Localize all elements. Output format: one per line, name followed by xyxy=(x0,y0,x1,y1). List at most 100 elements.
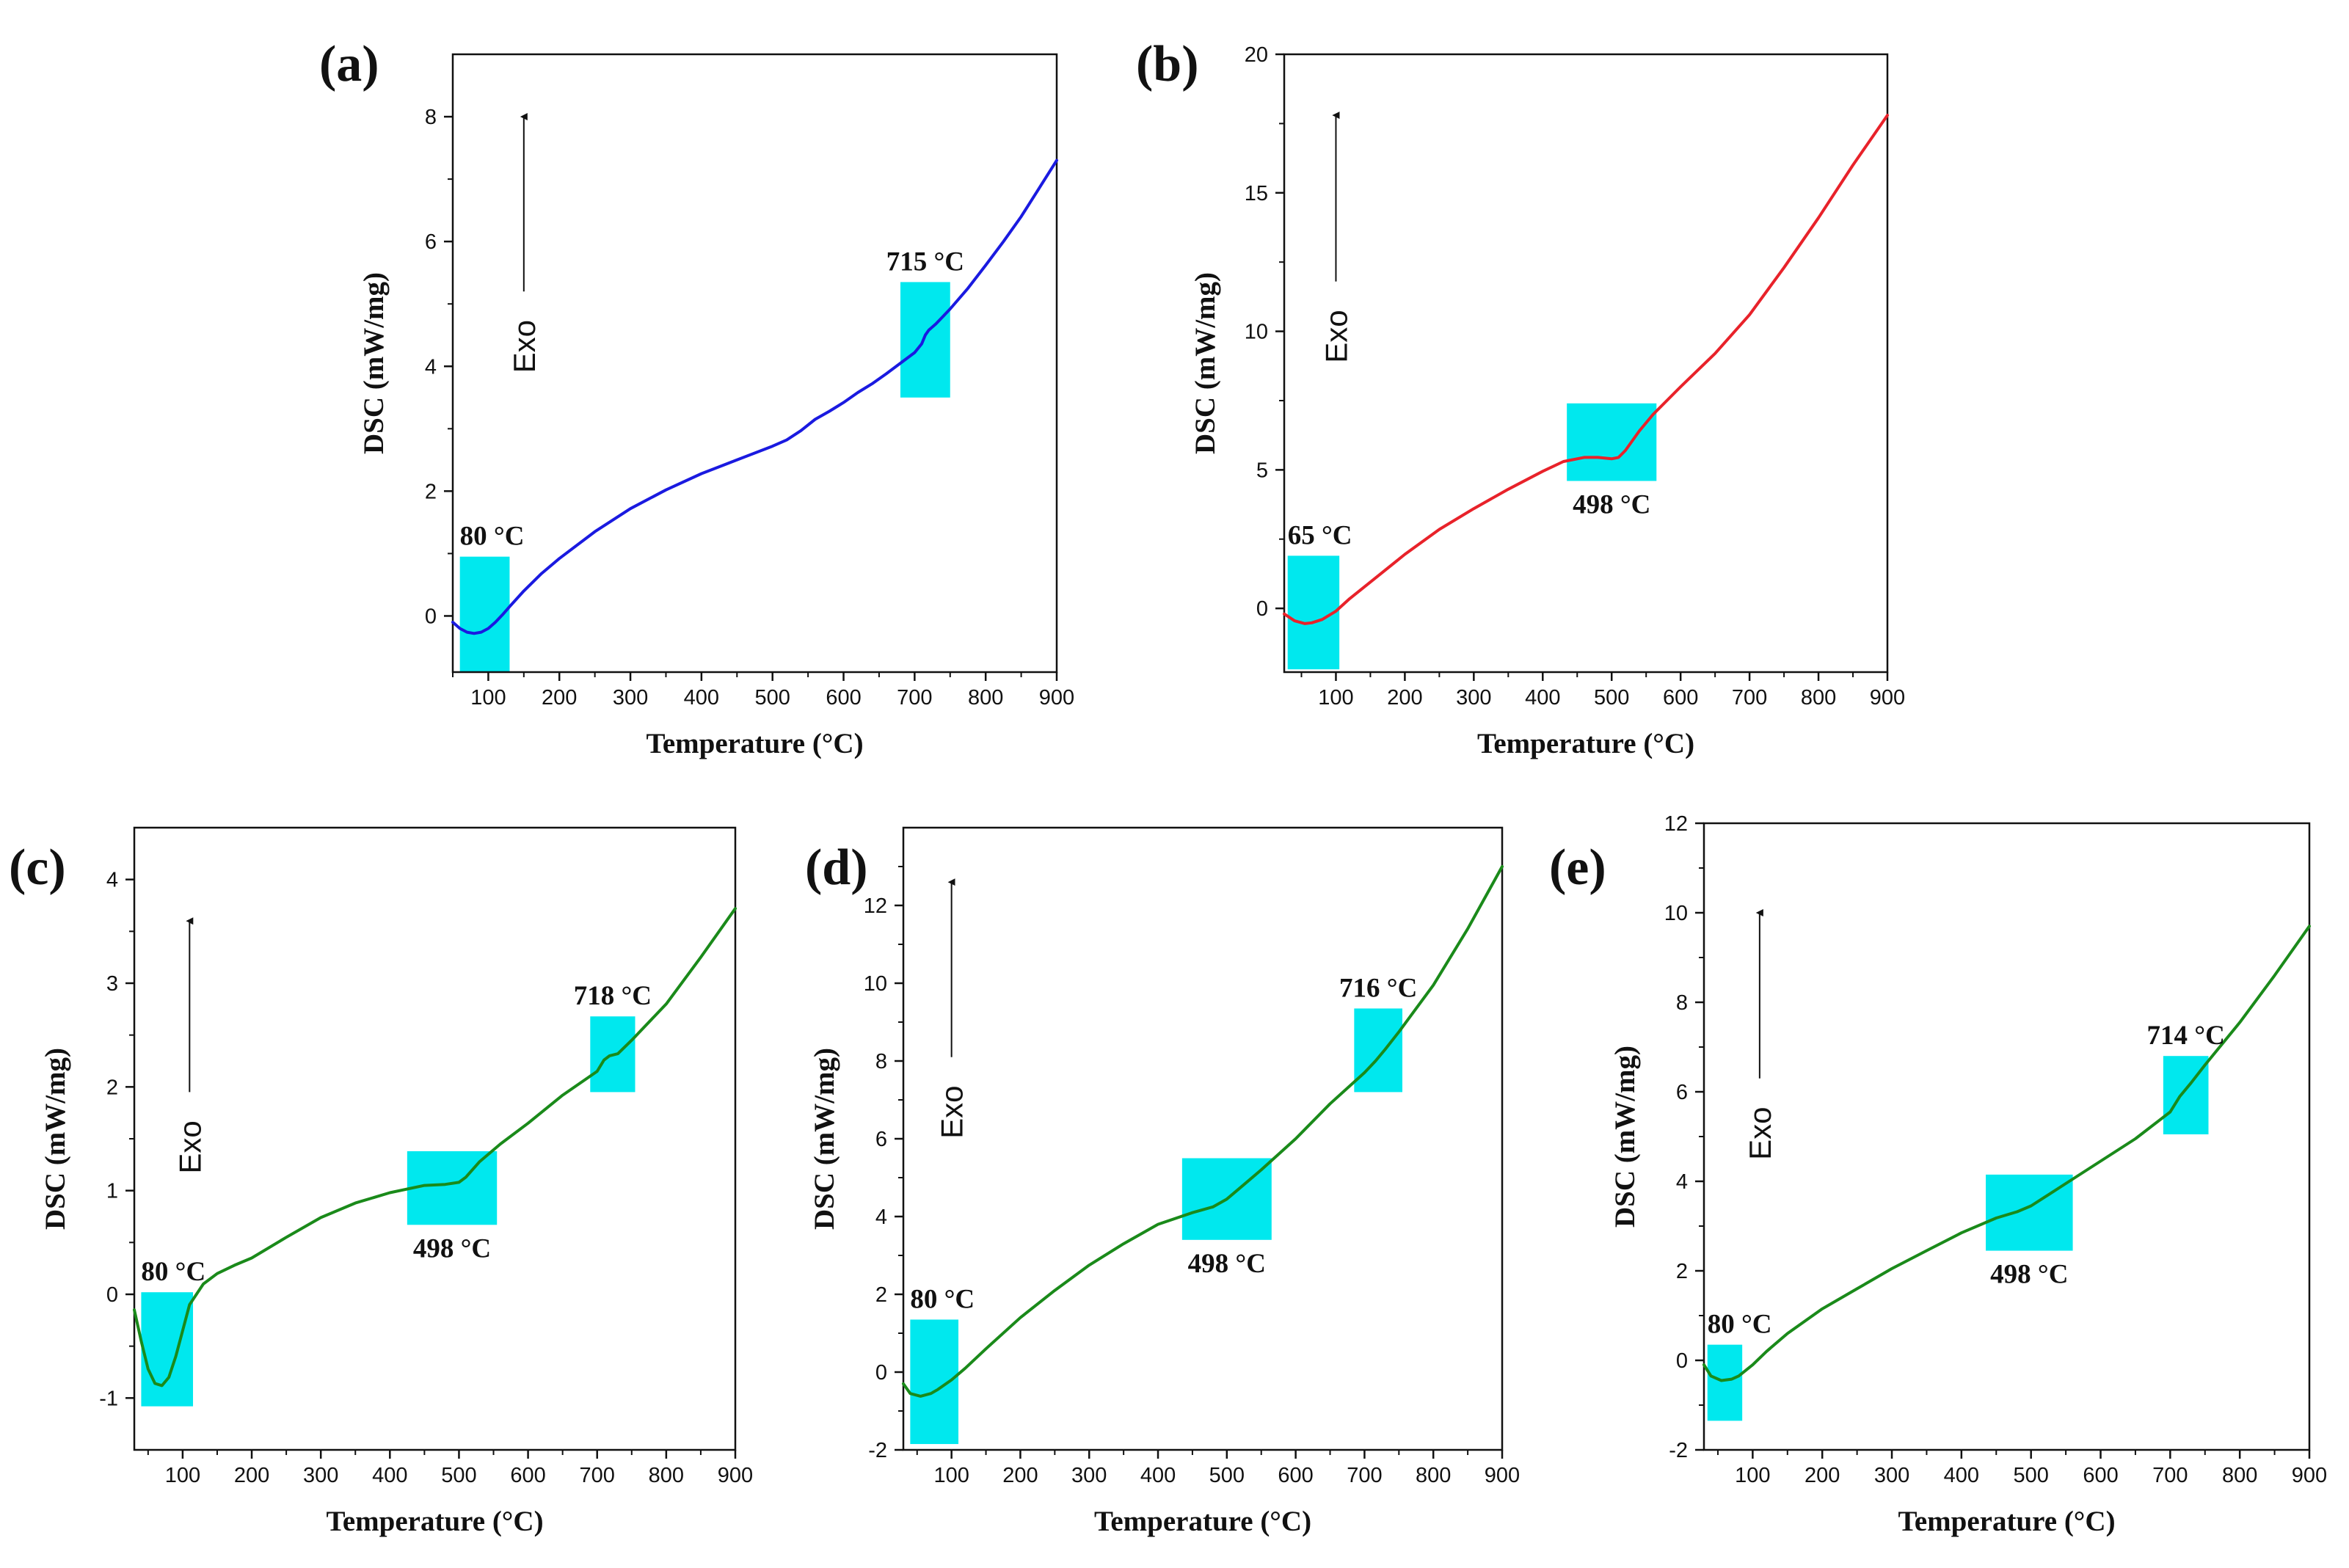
dsc-series-line xyxy=(1283,114,1889,625)
dsc-series-line xyxy=(1702,925,2311,1382)
peak-annotation-label: 718 °C xyxy=(574,981,652,1011)
peak-annotation-label: 498 °C xyxy=(1188,1249,1266,1279)
dsc-series-line xyxy=(133,907,737,1388)
highlight-box xyxy=(407,1151,498,1225)
x-axis-title: Temperature (°C) xyxy=(326,1506,543,1537)
y-tick-label: 8 xyxy=(875,1050,887,1073)
x-tick-label: 200 xyxy=(1387,686,1422,710)
y-tick-label: 0 xyxy=(106,1283,118,1307)
y-axis-title: DSC (mW/mg) xyxy=(809,1048,840,1230)
panel-label: (e) xyxy=(1549,839,1606,896)
y-tick-label: 15 xyxy=(1245,182,1268,205)
peak-annotation-label: 498 °C xyxy=(1990,1260,2068,1290)
exo-label: Exo xyxy=(172,1120,207,1173)
x-tick-label: 700 xyxy=(2152,1464,2188,1487)
x-tick-label: 900 xyxy=(1870,686,1905,710)
y-axis-title: DSC (mW/mg) xyxy=(1190,272,1221,454)
peak-annotation-label: 715 °C xyxy=(886,247,964,277)
highlight-box xyxy=(900,282,950,398)
x-tick-label: 100 xyxy=(1735,1464,1770,1487)
x-tick-label: 600 xyxy=(826,686,861,710)
y-tick-label: 8 xyxy=(425,106,437,129)
chart-panel-a: 100 200 300 400 500 600 700 800 900 0 2 4 6 8 80 °C 715… xyxy=(319,36,1074,759)
x-tick-label: 600 xyxy=(1663,686,1698,710)
y-tick-label: 6 xyxy=(1676,1081,1688,1104)
x-tick-label: 700 xyxy=(1732,686,1767,710)
peak-annotation-label: 80 °C xyxy=(460,522,525,552)
peak-annotation-label: 498 °C xyxy=(1573,489,1650,519)
x-tick-label: 400 xyxy=(372,1464,407,1487)
exo-label: Exo xyxy=(507,320,542,373)
x-tick-label: 900 xyxy=(1039,686,1074,710)
x-tick-label: 100 xyxy=(1318,686,1353,710)
x-tick-label: 700 xyxy=(580,1464,615,1487)
x-tick-label: 200 xyxy=(1804,1464,1840,1487)
plot-frame xyxy=(1702,822,2311,1451)
x-tick-label: 100 xyxy=(933,1464,969,1487)
exo-label: Exo xyxy=(1319,310,1353,362)
y-tick-label: 20 xyxy=(1245,43,1268,67)
panel-label: (c) xyxy=(9,839,66,896)
x-tick-label: 300 xyxy=(1071,1464,1107,1487)
plot-frame xyxy=(1283,53,1889,674)
peak-annotation-label: 65 °C xyxy=(1288,520,1352,550)
x-tick-label: 400 xyxy=(1944,1464,1979,1487)
x-tick-label: 800 xyxy=(968,686,1003,710)
y-tick-label: 12 xyxy=(1664,812,1688,836)
x-tick-label: 300 xyxy=(1874,1464,1909,1487)
x-tick-label: 500 xyxy=(441,1464,476,1487)
dsc-series-line xyxy=(902,865,1504,1398)
x-tick-label: 900 xyxy=(2292,1464,2327,1487)
x-tick-label: 600 xyxy=(2083,1464,2118,1487)
chart-panel-b: 100 200 300 400 500 600 700 800 900 0 5 10 15 20 65 °C… xyxy=(1136,36,1905,759)
y-axis-title: DSC (mW/mg) xyxy=(1609,1046,1641,1228)
x-axis-title: Temperature (°C) xyxy=(1477,728,1694,759)
y-tick-label: 1 xyxy=(106,1180,118,1203)
highlight-box xyxy=(1567,403,1657,481)
peak-annotation-label: 80 °C xyxy=(910,1284,975,1314)
plot-frame xyxy=(133,826,737,1451)
highlight-box xyxy=(1354,1008,1402,1093)
peak-annotation-label: 80 °C xyxy=(1708,1310,1772,1340)
y-tick-label: 0 xyxy=(1676,1349,1688,1373)
x-tick-label: 100 xyxy=(165,1464,200,1487)
x-tick-label: 500 xyxy=(1594,686,1629,710)
highlight-box xyxy=(1707,1344,1743,1421)
y-tick-label: -2 xyxy=(868,1439,887,1462)
y-tick-label: 4 xyxy=(875,1206,887,1229)
x-tick-label: 400 xyxy=(684,686,719,710)
y-axis-title: DSC (mW/mg) xyxy=(40,1048,71,1230)
y-tick-label: 10 xyxy=(1245,321,1268,344)
y-tick-label: 8 xyxy=(1676,991,1688,1015)
x-tick-label: 300 xyxy=(303,1464,338,1487)
x-tick-label: 700 xyxy=(1347,1464,1382,1487)
y-tick-label: 3 xyxy=(106,972,118,996)
highlight-box xyxy=(1287,555,1340,670)
dsc-series-line xyxy=(451,158,1058,635)
x-tick-label: 400 xyxy=(1140,1464,1176,1487)
x-tick-label: 500 xyxy=(755,686,790,710)
y-tick-label: 2 xyxy=(875,1283,887,1307)
x-tick-label: 800 xyxy=(649,1464,684,1487)
x-tick-label: 800 xyxy=(1416,1464,1451,1487)
x-tick-label: 100 xyxy=(470,686,506,710)
plot-frame xyxy=(451,53,1058,674)
panel-label: (b) xyxy=(1136,36,1199,92)
x-tick-label: 200 xyxy=(1002,1464,1038,1487)
y-tick-label: 5 xyxy=(1256,459,1268,482)
x-axis-title: Temperature (°C) xyxy=(646,728,863,759)
x-tick-label: 500 xyxy=(1209,1464,1245,1487)
y-tick-label: 0 xyxy=(425,605,437,628)
chart-panel-c: 100 200 300 400 500 600 700 800 900 -1 0 1 2 3 4 80 °C 4… xyxy=(9,826,753,1537)
x-tick-label: 200 xyxy=(234,1464,269,1487)
y-tick-label: 6 xyxy=(425,230,437,254)
y-tick-label: 4 xyxy=(425,355,437,379)
x-tick-label: 500 xyxy=(2013,1464,2048,1487)
panel-label: (a) xyxy=(319,36,379,92)
y-tick-label: 0 xyxy=(1256,597,1268,621)
y-axis-title: DSC (mW/mg) xyxy=(358,272,390,454)
x-tick-label: 900 xyxy=(1485,1464,1520,1487)
chart-panel-e: 100 200 300 400 500 600 700 800 900 -2 0 2 4 6 8 10 12 80… xyxy=(1549,812,2327,1537)
x-tick-label: 200 xyxy=(542,686,577,710)
